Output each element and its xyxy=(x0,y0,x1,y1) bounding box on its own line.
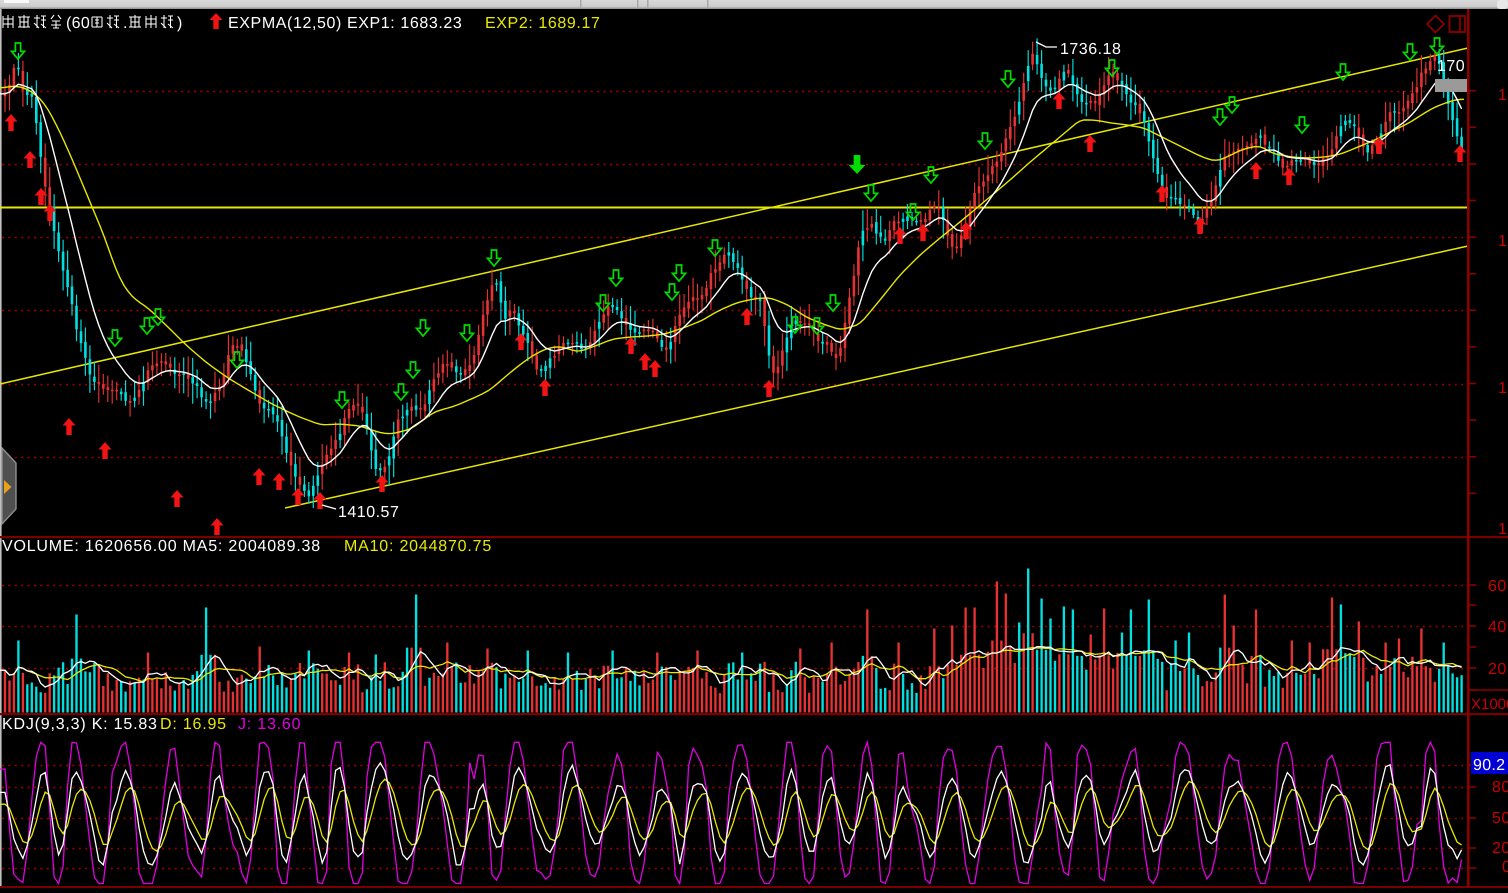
svg-text:20: 20 xyxy=(1488,661,1507,678)
svg-text:17: 17 xyxy=(1498,521,1508,538)
svg-text:90.2: 90.2 xyxy=(1473,757,1505,774)
svg-text:1410.57: 1410.57 xyxy=(338,504,399,521)
svg-text:KDJ(9,3,3) K: 15.83: KDJ(9,3,3) K: 15.83 xyxy=(2,716,158,733)
svg-text:(60: (60 xyxy=(66,15,90,32)
svg-text:17: 17 xyxy=(1498,380,1508,397)
svg-text:40: 40 xyxy=(1488,619,1507,636)
svg-text:80: 80 xyxy=(1492,779,1508,796)
svg-text:60: 60 xyxy=(1488,578,1507,595)
svg-text:EXPMA(12,50) EXP1: 1683.23: EXPMA(12,50) EXP1: 1683.23 xyxy=(228,15,462,32)
svg-text:J: 13.60: J: 13.60 xyxy=(238,716,301,733)
svg-text:17: 17 xyxy=(1498,233,1508,250)
svg-text:MA10: 2044870.75: MA10: 2044870.75 xyxy=(344,538,492,555)
svg-text:VOLUME: 1620656.00 MA5: 20040: VOLUME: 1620656.00 MA5: 2004089.38 xyxy=(2,538,321,555)
svg-text:D: 16.95: D: 16.95 xyxy=(160,716,227,733)
svg-text:): ) xyxy=(177,15,182,32)
svg-text:17: 17 xyxy=(1498,87,1508,104)
svg-text:20: 20 xyxy=(1492,840,1508,857)
svg-text:0: 0 xyxy=(1502,859,1508,876)
svg-text:.: . xyxy=(123,15,127,32)
svg-text:1736.18: 1736.18 xyxy=(1060,41,1121,58)
svg-text:EXP2: 1689.17: EXP2: 1689.17 xyxy=(485,15,600,32)
svg-text:170: 170 xyxy=(1437,58,1465,75)
svg-text:50: 50 xyxy=(1492,810,1508,827)
svg-text:X1000: X1000 xyxy=(1471,696,1508,713)
